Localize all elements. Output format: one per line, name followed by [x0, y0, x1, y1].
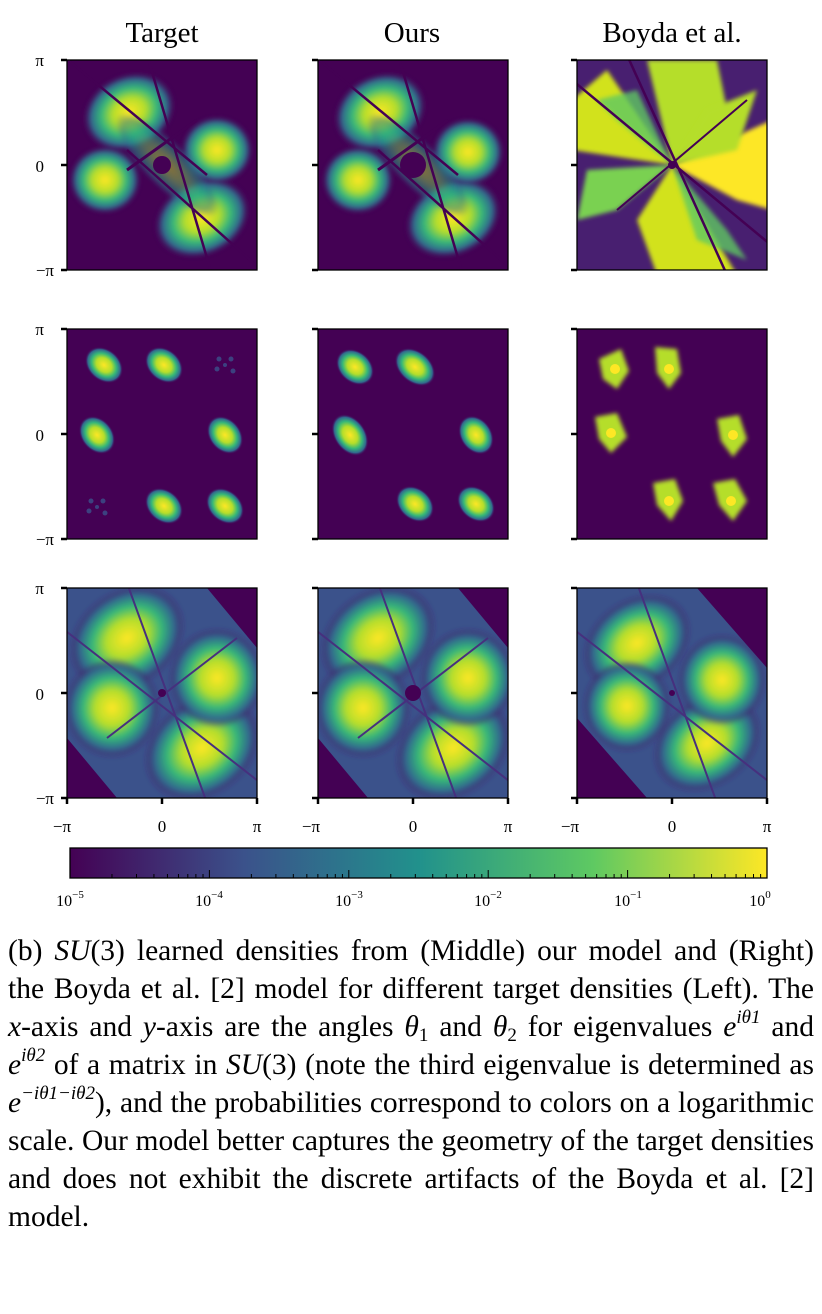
- y-tick-row2-negpi: −π: [36, 530, 55, 549]
- x-tick-col2-pi: π: [504, 817, 513, 836]
- panel-row2-target: [67, 329, 257, 539]
- colorbar-label-1e-2: 10−2: [474, 889, 502, 910]
- x-tick-labels: −π 0 π −π 0 π −π 0 π: [53, 817, 772, 836]
- y-tick-row3-negpi: −π: [36, 789, 55, 808]
- y-tick-row1-negpi: −π: [36, 261, 55, 280]
- colorbar-label-1e-5: 10−5: [56, 889, 84, 910]
- panel-row2-ours: [318, 329, 508, 539]
- y-tick-row1-zero: 0: [36, 157, 45, 176]
- x-tick-col1-zero: 0: [158, 817, 167, 836]
- panel-row3-ours: [318, 588, 508, 798]
- x-tick-col3-negpi: −π: [561, 817, 580, 836]
- y-tick-row3-pi: π: [35, 579, 44, 598]
- colorbar-label-1e-1: 10−1: [614, 889, 642, 910]
- colorbar: [69, 847, 768, 879]
- density-figure: Target Ours Boyda et al.: [35, 17, 772, 910]
- panel-row2-boyda: [577, 329, 767, 539]
- y-tick-row3-zero: 0: [36, 685, 45, 704]
- colorbar-label-1e0: 100: [749, 889, 771, 910]
- y-tick-row2-pi: π: [35, 320, 44, 339]
- colorbar-label-1e-3: 10−3: [335, 889, 363, 910]
- colorbar-label-1e-4: 10−4: [195, 889, 223, 910]
- x-tick-col1-negpi: −π: [53, 817, 72, 836]
- figure-caption: (b) SU(3) learned densities from (Middle…: [8, 935, 814, 1233]
- panel-row3-boyda: [577, 588, 767, 798]
- colorbar-ticks: [69, 870, 762, 878]
- x-tick-col2-zero: 0: [409, 817, 418, 836]
- column-title-boyda: Boyda et al.: [602, 17, 741, 49]
- y-tick-row2-zero: 0: [36, 426, 45, 445]
- y-tick-labels: π 0 −π π 0 −π π 0 −π: [35, 51, 54, 808]
- colorbar-tick-labels: 10−5 10−4 10−3 10−2 10−1 100: [56, 889, 771, 910]
- x-tick-col3-pi: π: [763, 817, 772, 836]
- axes-frames: [61, 58, 769, 804]
- panel-row3-target: [67, 588, 257, 798]
- panel-row1-target: [67, 60, 257, 270]
- column-title-ours: Ours: [384, 17, 440, 49]
- panel-row1-boyda: [577, 60, 767, 270]
- y-tick-row1-pi: π: [35, 51, 44, 70]
- x-tick-col3-zero: 0: [668, 817, 677, 836]
- x-tick-col2-negpi: −π: [302, 817, 321, 836]
- x-tick-col1-pi: π: [253, 817, 262, 836]
- panel-row1-ours: [318, 60, 508, 270]
- column-title-target: Target: [125, 17, 198, 49]
